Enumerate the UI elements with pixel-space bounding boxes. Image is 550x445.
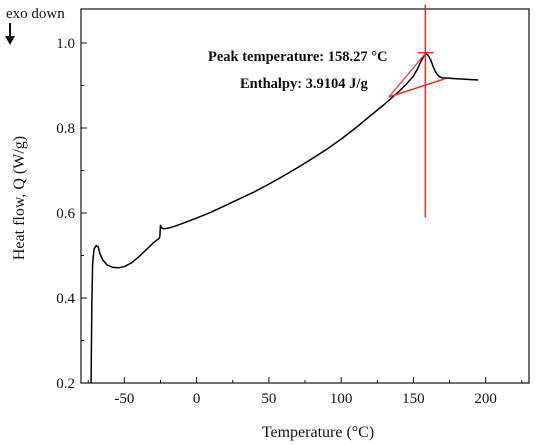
x-tick-label: 100 (330, 391, 353, 407)
plot-frame (80, 8, 530, 384)
exo-down-label: exo down (6, 6, 65, 22)
peak-temperature-annotation: Peak temperature: 158.27 °C (208, 49, 388, 65)
y-axis-label: Heat flow, Q (W/g) (11, 136, 28, 260)
peak-guide-line (388, 53, 426, 98)
y-tick-label: 0.6 (56, 206, 75, 222)
y-tick-label: 1.0 (56, 36, 75, 52)
heat-flow-curve (90, 52, 479, 384)
x-tick-label: -50 (114, 391, 134, 407)
integration-baseline (388, 77, 446, 98)
analysis-marks (388, 4, 446, 218)
x-tick-label: 0 (193, 391, 201, 407)
exo-down-arrow (5, 23, 15, 45)
x-tick-labels: -50 0 50 100 150 200 (114, 391, 497, 407)
y-tick-labels: 0.2 0.4 0.6 0.8 1.0 (56, 36, 75, 392)
axis-ticks (81, 42, 523, 384)
x-tick-label: 50 (261, 391, 276, 407)
y-tick-label: 0.2 (56, 376, 75, 392)
x-axis-label: Temperature (°C) (262, 424, 374, 441)
x-tick-label: 150 (402, 391, 425, 407)
y-tick-label: 0.4 (56, 291, 75, 307)
enthalpy-annotation: Enthalpy: 3.9104 J/g (240, 76, 368, 92)
y-tick-label: 0.8 (56, 121, 75, 137)
x-tick-label: 200 (474, 391, 497, 407)
